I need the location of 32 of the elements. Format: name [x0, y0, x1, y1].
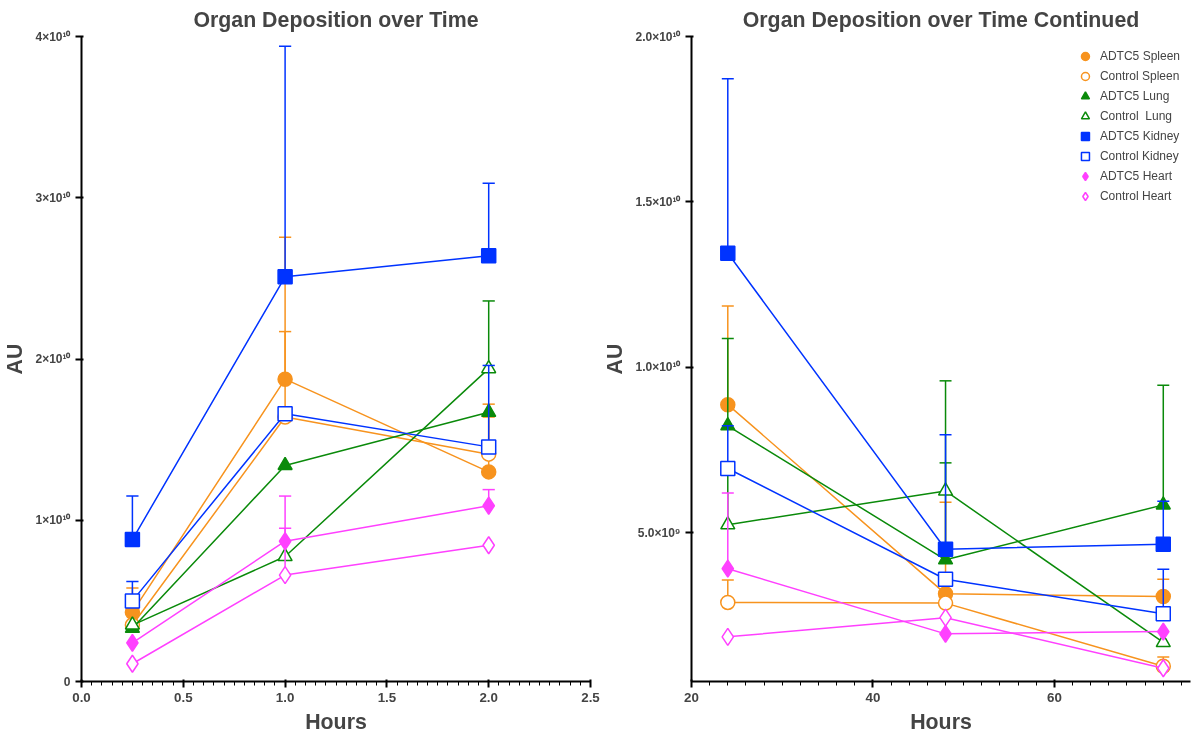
- legend-label: Control Heart: [1099, 188, 1172, 205]
- x-tick-label: 20: [684, 689, 699, 705]
- x-tick-label: 0.5: [174, 689, 194, 705]
- y-tick-label: 0: [63, 674, 71, 689]
- y-tick-label: 5.0×10⁹: [637, 525, 681, 540]
- y-tick-label: 1×10¹⁰: [35, 513, 72, 528]
- y-tick-label: 1.0×10¹⁰: [635, 360, 682, 375]
- y-tick-label: 3×10¹⁰: [35, 190, 72, 205]
- y-tick-label: 2×10¹⁰: [35, 352, 72, 366]
- legend-label: Control Spleen: [1099, 68, 1180, 85]
- legend-label: ADTC5 Spleen: [1099, 48, 1180, 65]
- x-tick-label: 2.0: [479, 689, 498, 705]
- x-tick-label: 0.0: [72, 689, 91, 705]
- x-axis-title: Hours: [910, 709, 972, 734]
- chart-title: Organ Deposition over Time: [193, 7, 479, 32]
- y-tick-label: 2.0×10¹⁰: [635, 29, 682, 44]
- chart-title: Organ Deposition over Time Continued: [742, 7, 1140, 32]
- x-tick-label: 2.5: [581, 689, 601, 705]
- y-axis-title: AU: [603, 343, 628, 375]
- legend-label: ADTC5 Heart: [1099, 168, 1172, 185]
- y-axis-title: AU: [3, 343, 28, 375]
- x-tick-label: 40: [865, 689, 881, 705]
- legend-label: ADTC5 Lung: [1099, 88, 1170, 105]
- x-tick-label: 60: [1047, 689, 1062, 705]
- x-axis-title: Hours: [305, 709, 367, 734]
- x-tick-label: 1.0: [275, 689, 295, 705]
- x-tick-label: 1.5: [377, 689, 397, 705]
- legend-label: Control Lung: [1099, 108, 1172, 125]
- legend-label: ADTC5 Kidney: [1099, 128, 1180, 145]
- y-tick-label: 4×10¹⁰: [35, 29, 72, 44]
- legend-label: Control Kidney: [1099, 148, 1179, 165]
- y-tick-label: 1.5×10¹⁰: [635, 194, 682, 209]
